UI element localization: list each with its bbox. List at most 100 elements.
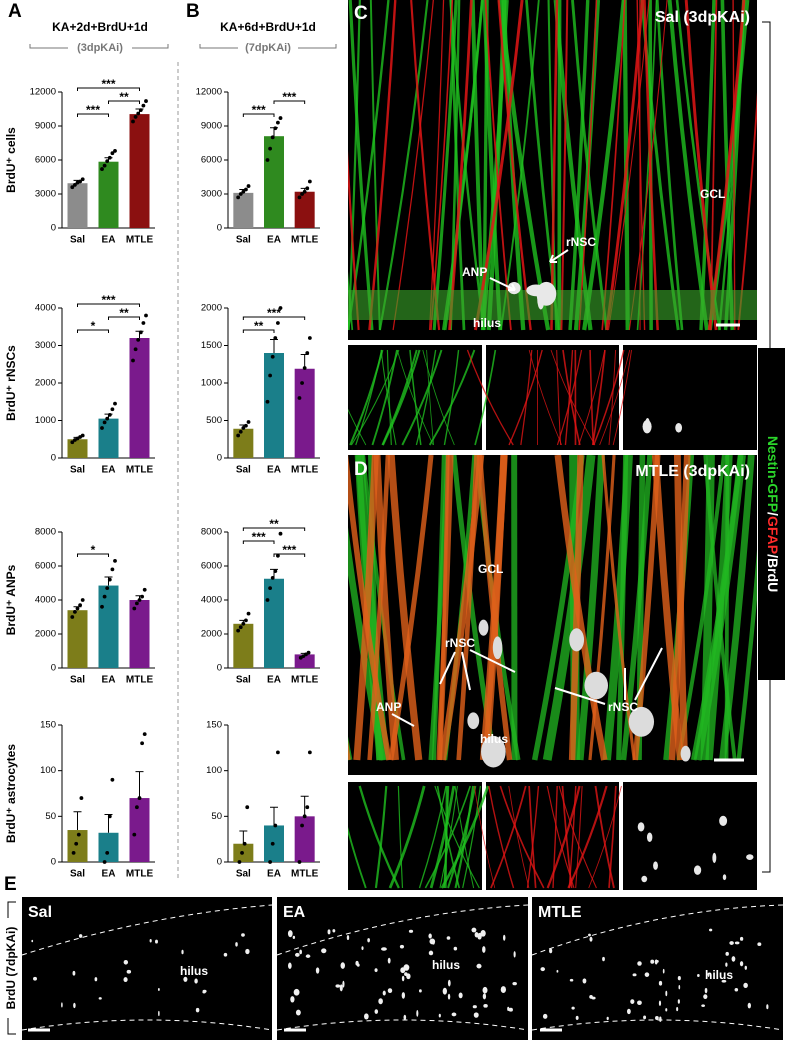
data-point [241, 426, 246, 430]
fiber [348, 736, 353, 761]
bar [233, 192, 254, 228]
fiber [508, 785, 530, 889]
fiber [490, 785, 527, 889]
data-point [80, 177, 85, 182]
data-point [244, 187, 248, 192]
fiber [736, 549, 757, 761]
fiber [709, 0, 718, 331]
image-title: Sal (3dpKAi) [655, 9, 750, 26]
image-label: ANP [376, 700, 401, 714]
nucleus [641, 875, 648, 883]
fiber [443, 349, 460, 446]
nucleus [734, 987, 739, 992]
nucleus [743, 982, 748, 989]
data-point [144, 313, 148, 318]
nucleus [637, 822, 645, 832]
x-tick-label: Sal [236, 869, 251, 880]
nucleus [158, 1010, 160, 1017]
nucleus [637, 1000, 642, 1005]
fiber [387, 455, 423, 761]
arrow [549, 249, 569, 263]
image-label: rNSC [445, 636, 475, 650]
nucleus [589, 936, 593, 942]
data-point [246, 611, 251, 616]
significance-bracket [242, 316, 306, 320]
nucleus [295, 952, 300, 957]
y-tick-label: 1500 [201, 340, 222, 351]
x-tick-label: Sal [70, 235, 85, 246]
data-point [80, 433, 85, 438]
nucleus [72, 970, 76, 976]
axis-label: BrdU⁺ ANPs [4, 564, 18, 635]
significance-bracket [273, 553, 306, 557]
nucleus [364, 1013, 369, 1020]
data-point [78, 603, 82, 607]
data-point [236, 195, 241, 200]
nucleus [471, 927, 477, 933]
fiber [439, 455, 485, 761]
nucleus [482, 986, 488, 994]
channel-thumbnail [623, 782, 757, 890]
data-point [105, 850, 110, 855]
image-label: GCL [700, 187, 725, 201]
fiber [589, 349, 595, 446]
fiber [396, 349, 434, 446]
panel-letter: C [354, 3, 368, 24]
nucleus [678, 985, 681, 990]
nucleus [223, 952, 228, 957]
nucleus-group [642, 417, 683, 434]
nucleus [571, 1006, 575, 1010]
data-point [302, 366, 307, 370]
bar [294, 191, 315, 228]
fiber [424, 785, 471, 889]
data-point [237, 860, 242, 864]
nucleus [78, 934, 83, 938]
nucleus [734, 941, 740, 945]
nucleus [453, 946, 458, 951]
y-tick-label: 0 [217, 663, 222, 674]
nucleus [157, 988, 160, 991]
nucleus [725, 951, 729, 956]
y-tick-label: 9000 [201, 121, 222, 132]
fiber [526, 785, 540, 889]
nucleus [492, 636, 503, 660]
data-point [302, 814, 307, 819]
nucleus [701, 1004, 706, 1007]
fiber [367, 455, 391, 761]
data-point [73, 183, 77, 187]
nucleus [374, 1009, 379, 1014]
fiber [422, 349, 455, 446]
nucleus [195, 1007, 200, 1013]
nucleus [725, 962, 728, 967]
fiber [594, 785, 615, 889]
nucleus [476, 963, 482, 969]
image-label: hilus [432, 958, 460, 972]
fiber [466, 349, 514, 446]
fiber [567, 785, 608, 889]
data-point [100, 426, 104, 430]
panel-letter: B [186, 1, 200, 22]
layer-boundary [276, 1019, 529, 1031]
significance-label: ** [119, 306, 129, 320]
data-point [241, 189, 246, 194]
nucleus [123, 959, 129, 965]
nucleus [693, 865, 702, 875]
significance-bracket [242, 527, 306, 531]
fiber [719, 455, 755, 761]
fiber [568, 455, 584, 761]
stain-channel: BrdU [765, 558, 781, 592]
bar [233, 428, 254, 458]
bar [98, 418, 119, 458]
data-point [276, 750, 280, 755]
x-tick-label: MTLE [126, 235, 154, 246]
fiber [568, 0, 590, 331]
data-point [141, 321, 146, 325]
nucleus [332, 929, 336, 933]
data-point [238, 625, 243, 630]
data-point [113, 559, 117, 563]
nucleus [428, 933, 432, 939]
nucleus [645, 417, 650, 429]
nucleus [677, 999, 680, 1004]
y-tick-label: 500 [206, 415, 222, 426]
fiber [348, 455, 392, 761]
